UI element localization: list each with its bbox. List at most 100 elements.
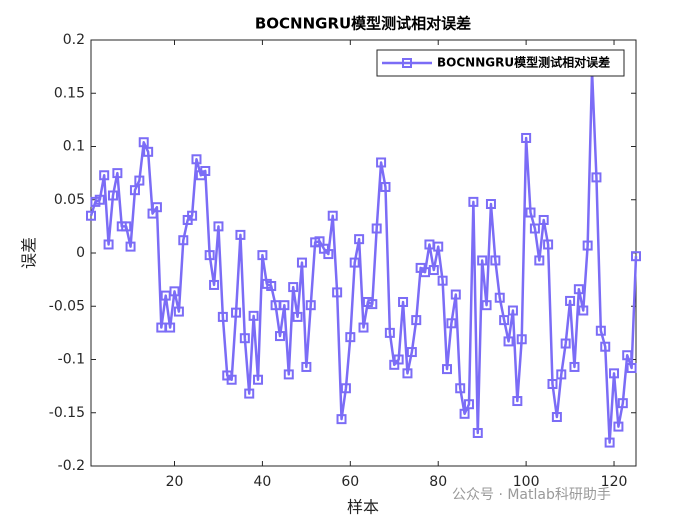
- marker: [121, 221, 132, 232]
- marker: [332, 287, 343, 298]
- marker: [613, 421, 624, 432]
- watermark: 公众号 · Matlab科研助手: [452, 487, 611, 503]
- marker: [257, 250, 268, 261]
- marker: [266, 281, 277, 292]
- marker: [239, 333, 250, 344]
- marker: [459, 408, 470, 419]
- marker: [551, 412, 562, 423]
- marker: [538, 214, 549, 225]
- marker: [604, 437, 615, 448]
- marker: [595, 325, 606, 336]
- marker: [138, 137, 149, 148]
- marker: [248, 310, 259, 321]
- y-tick-label: 0.2: [63, 32, 85, 48]
- chart-title: BOCNNGRU模型测试相对误差: [255, 15, 471, 33]
- marker: [200, 165, 211, 176]
- marker: [433, 241, 444, 252]
- marker: [305, 300, 316, 311]
- x-tick-label: 40: [253, 474, 271, 490]
- marker: [94, 194, 105, 205]
- marker: [626, 363, 637, 374]
- marker: [340, 383, 351, 394]
- marker: [327, 210, 338, 221]
- y-tick-label: -0.15: [49, 405, 85, 421]
- marker: [472, 427, 483, 438]
- marker: [99, 170, 110, 181]
- marker: [358, 322, 369, 333]
- x-tick-label: 100: [513, 474, 540, 490]
- marker: [547, 378, 558, 389]
- marker: [213, 221, 224, 232]
- y-tick-label: 0.05: [54, 192, 85, 208]
- marker: [296, 257, 307, 268]
- marker: [274, 331, 285, 342]
- marker: [279, 300, 290, 311]
- marker: [301, 361, 312, 372]
- marker: [573, 284, 584, 295]
- marker: [481, 300, 492, 311]
- marker: [516, 334, 527, 345]
- marker: [86, 210, 96, 221]
- marker: [463, 399, 474, 410]
- marker: [376, 157, 387, 168]
- marker: [151, 202, 162, 213]
- y-axis-label: 误差: [20, 237, 39, 269]
- marker: [384, 327, 395, 338]
- marker: [455, 383, 466, 394]
- marker: [393, 354, 404, 365]
- marker: [450, 289, 461, 300]
- marker: [178, 235, 189, 246]
- x-tick-label: 20: [166, 474, 184, 490]
- x-tick-label: 80: [429, 474, 447, 490]
- marker: [187, 210, 198, 221]
- marker: [143, 146, 154, 157]
- marker: [406, 347, 417, 358]
- marker: [578, 305, 589, 316]
- marker: [600, 341, 611, 352]
- marker: [235, 229, 246, 240]
- marker: [565, 295, 576, 306]
- marker: [380, 181, 391, 192]
- legend-marker: [402, 58, 412, 68]
- marker: [103, 239, 114, 250]
- x-axis-label: 样本: [347, 498, 379, 517]
- series-line: [89, 69, 638, 444]
- marker: [622, 350, 633, 361]
- y-tick-label: 0: [76, 245, 85, 261]
- marker: [134, 175, 145, 186]
- marker: [191, 154, 202, 165]
- legend-label: BOCNNGRU模型测试相对误差: [437, 55, 610, 70]
- marker: [288, 282, 299, 293]
- marker: [345, 332, 356, 343]
- marker: [112, 168, 123, 179]
- marker: [323, 249, 334, 260]
- marker: [609, 368, 620, 379]
- marker: [631, 251, 641, 262]
- marker: [556, 369, 567, 380]
- x-tick-label: 60: [341, 474, 359, 490]
- marker: [253, 374, 264, 385]
- marker: [125, 241, 136, 252]
- marker: [292, 311, 303, 322]
- marker: [226, 374, 237, 385]
- marker: [402, 368, 413, 379]
- marker: [512, 396, 523, 407]
- marker: [468, 196, 479, 207]
- y-tick-label: -0.05: [49, 298, 85, 314]
- marker: [204, 250, 215, 261]
- marker: [560, 338, 571, 349]
- marker: [485, 199, 496, 210]
- marker: [582, 240, 593, 251]
- marker: [499, 315, 510, 326]
- marker: [173, 306, 184, 317]
- marker: [490, 255, 501, 266]
- marker: [617, 398, 628, 409]
- marker: [442, 364, 453, 375]
- marker: [129, 185, 140, 196]
- marker: [217, 311, 228, 322]
- marker: [494, 292, 505, 303]
- marker: [371, 223, 382, 234]
- marker: [529, 223, 540, 234]
- marker: [507, 305, 518, 316]
